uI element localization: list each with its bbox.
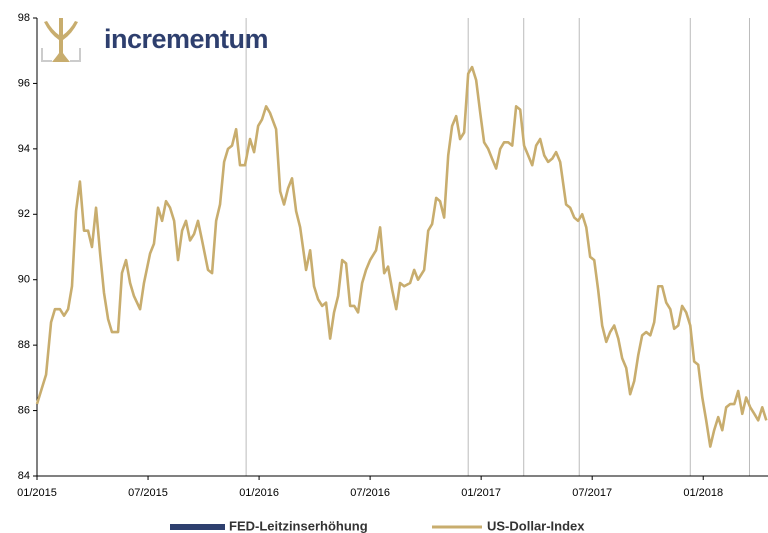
legend-label: FED-Leitzinserhöhung <box>229 518 368 533</box>
legend-swatch <box>170 524 225 530</box>
logo-icon <box>41 18 81 62</box>
x-tick-label: 07/2016 <box>350 487 390 499</box>
x-tick-label: 01/2016 <box>239 487 279 499</box>
y-tick-label: 84 <box>18 470 30 482</box>
x-tick-label: 07/2017 <box>572 487 612 499</box>
x-tick-label: 01/2015 <box>17 487 57 499</box>
y-tick-label: 92 <box>18 208 30 220</box>
x-tick-label: 01/2018 <box>683 487 723 499</box>
legend-label: US-Dollar-Index <box>487 518 585 533</box>
x-tick-label: 01/2017 <box>461 487 501 499</box>
logo-text: incrementum <box>104 24 268 54</box>
y-tick-label: 90 <box>18 274 30 286</box>
y-tick-label: 86 <box>18 404 30 416</box>
y-tick-label: 96 <box>18 77 30 89</box>
y-tick-label: 88 <box>18 339 30 351</box>
x-tick-label: 07/2015 <box>128 487 168 499</box>
data-line <box>35 65 768 448</box>
y-tick-label: 94 <box>18 143 30 155</box>
y-tick-label: 98 <box>18 12 30 24</box>
